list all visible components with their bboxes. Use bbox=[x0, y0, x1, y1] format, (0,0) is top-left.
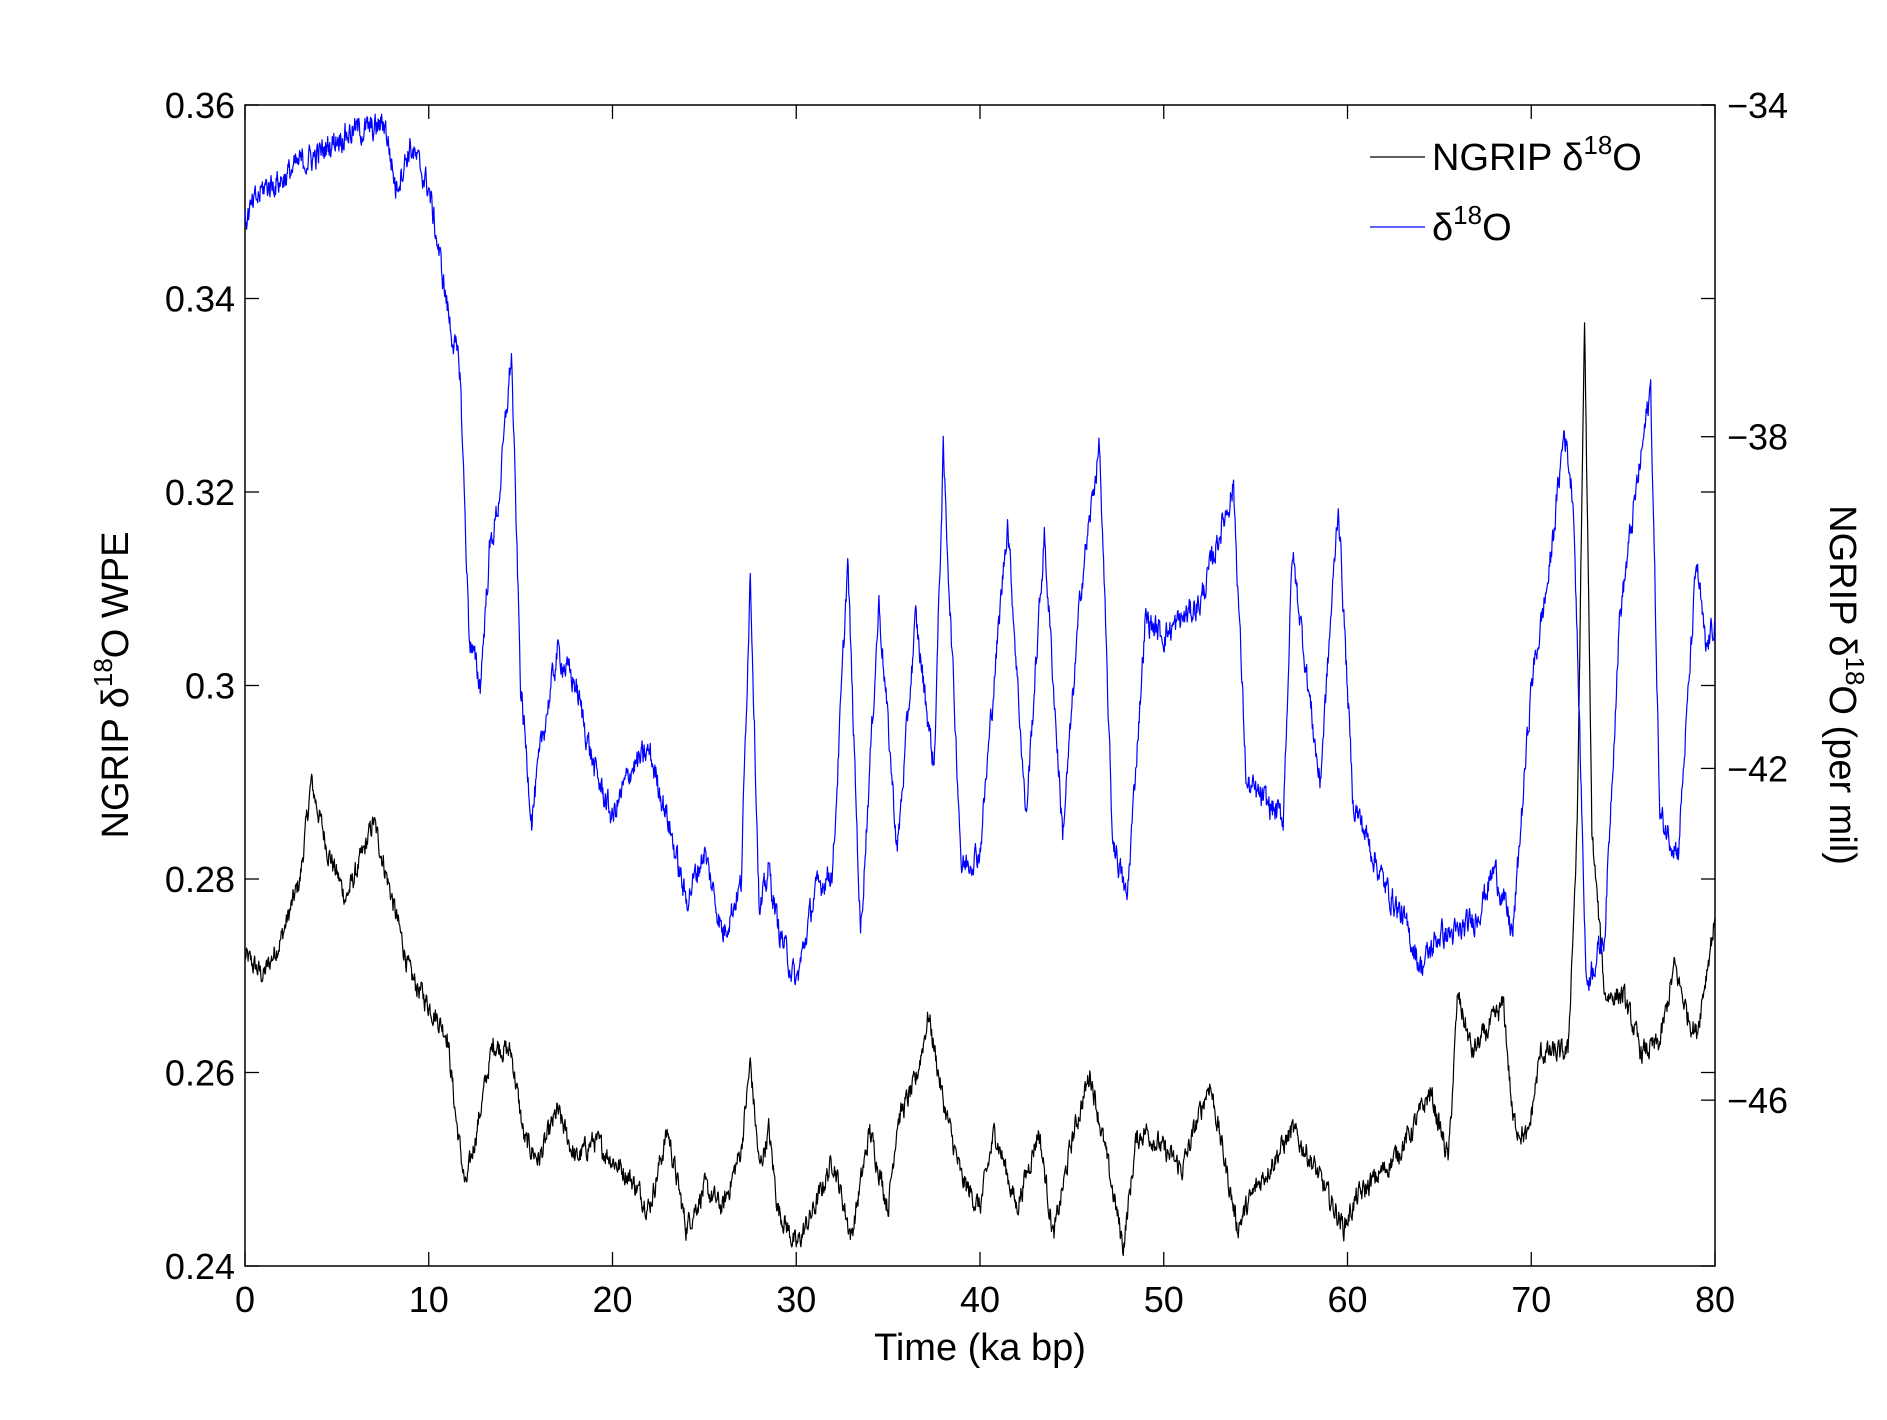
right-y-axis-label: NGRIP δ18O (per mil) bbox=[1821, 505, 1870, 865]
left-y-axis-ticks: 0.24 0.26 0.28 0.3 0.32 0.34 0.36 bbox=[165, 85, 259, 1287]
left-y-tick-label: 0.36 bbox=[165, 85, 235, 126]
x-tick-label: 30 bbox=[776, 1279, 816, 1320]
x-tick-label: 50 bbox=[1144, 1279, 1184, 1320]
left-y-tick-label: 0.24 bbox=[165, 1246, 235, 1287]
right-y-tick-label: −46 bbox=[1727, 1080, 1788, 1121]
x-axis-ticks: 0 10 20 30 40 50 60 70 80 bbox=[235, 105, 1735, 1320]
series-layer bbox=[244, 113, 1716, 1257]
legend-d18o-sup: 18 bbox=[1453, 200, 1482, 230]
x-tick-label: 40 bbox=[960, 1279, 1000, 1320]
legend-d18o-suffix: O bbox=[1482, 207, 1512, 249]
right-y-axis-label-suffix: O (per mil) bbox=[1821, 685, 1863, 864]
left-y-axis-label-suffix: O WPE bbox=[95, 532, 137, 659]
series-line-d18o bbox=[244, 113, 1716, 992]
right-y-tick-label: −42 bbox=[1727, 748, 1788, 789]
left-y-tick-label: 0.28 bbox=[165, 859, 235, 900]
left-y-tick-label: 0.34 bbox=[165, 279, 235, 320]
right-y-axis-label-sup: 18 bbox=[1840, 657, 1870, 686]
legend-ngrip-greek: δ bbox=[1562, 137, 1583, 179]
x-axis-label: Time (ka bp) bbox=[874, 1327, 1086, 1369]
legend: NGRIP δ18O δ18O bbox=[1370, 130, 1642, 249]
left-y-tick-label: 0.26 bbox=[165, 1053, 235, 1094]
legend-ngrip-sup: 18 bbox=[1583, 130, 1612, 160]
plot-frame bbox=[244, 104, 1716, 1267]
x-tick-label: 10 bbox=[409, 1279, 449, 1320]
x-tick-label: 0 bbox=[235, 1279, 255, 1320]
left-y-tick-label: 0.32 bbox=[165, 472, 235, 513]
x-tick-label: 70 bbox=[1511, 1279, 1551, 1320]
legend-d18o-greek: δ bbox=[1432, 207, 1453, 249]
x-tick-label: 80 bbox=[1695, 1279, 1735, 1320]
right-y-tick-label: −38 bbox=[1727, 417, 1788, 458]
left-y-axis-label-sup: 18 bbox=[88, 658, 118, 687]
legend-label-d18o: δ18O bbox=[1432, 200, 1512, 249]
right-y-axis-ticks: −46 −42 −38 −34 bbox=[1701, 85, 1788, 1267]
legend-ngrip-suffix: O bbox=[1612, 137, 1642, 179]
legend-ngrip-prefix: NGRIP bbox=[1432, 137, 1562, 179]
left-y-tick-label: 0.3 bbox=[185, 666, 235, 707]
right-y-tick-label: −34 bbox=[1727, 85, 1788, 126]
left-y-axis-label-greek: δ bbox=[95, 687, 137, 708]
right-y-axis-label-greek: δ bbox=[1821, 635, 1863, 656]
x-tick-label: 20 bbox=[592, 1279, 632, 1320]
right-y-axis-label-prefix: NGRIP bbox=[1821, 505, 1863, 635]
series-line-ngrip-wpe bbox=[244, 322, 1716, 1257]
left-y-axis-label-prefix: NGRIP bbox=[95, 708, 137, 838]
legend-label-ngrip: NGRIP δ18O bbox=[1432, 130, 1642, 179]
left-y-axis-label: NGRIP δ18O WPE bbox=[88, 532, 137, 839]
x-tick-label: 60 bbox=[1327, 1279, 1367, 1320]
